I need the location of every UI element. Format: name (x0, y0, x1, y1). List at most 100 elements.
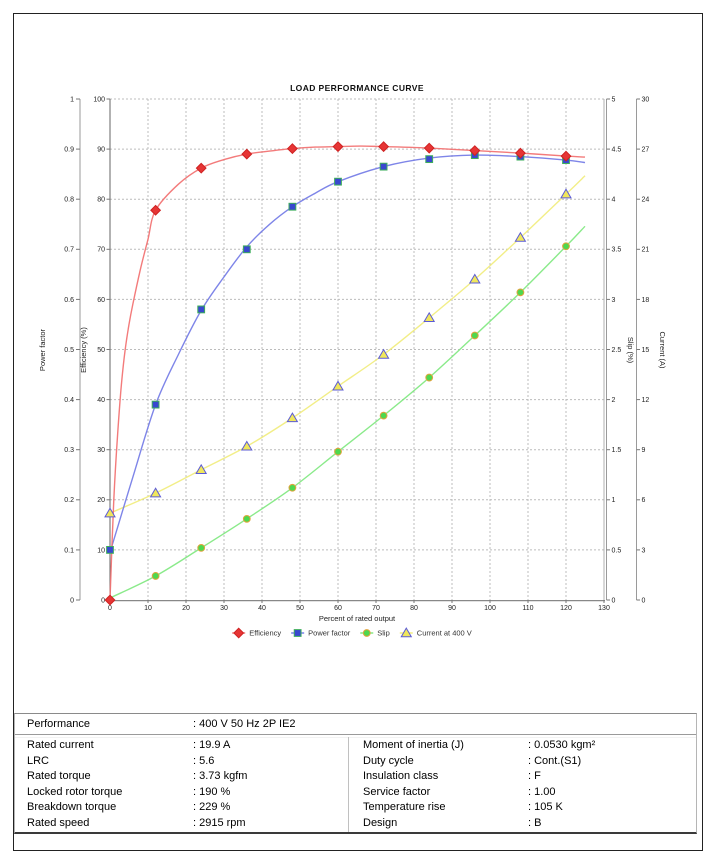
current-at-400v-marker (149, 487, 162, 498)
efficiency-tick-label: 50 (97, 347, 105, 354)
performance-row: Performance : 400 V 50 Hz 2P IE2 (15, 714, 696, 734)
efficiency-marker (378, 141, 390, 153)
spec-value: : 1.00 (528, 785, 556, 798)
current-tick-label: 3 (642, 547, 646, 554)
x-tick-label: 40 (258, 605, 266, 612)
x-tick-label: 90 (448, 605, 456, 612)
slip-marker (242, 514, 251, 523)
power-factor-marker (288, 202, 297, 211)
slip-tick-label: 0.5 (612, 547, 622, 554)
slip-tick-label: 0 (612, 597, 616, 604)
power-factor-tick-label: 1 (70, 96, 74, 103)
spec-value: : 190 % (193, 785, 231, 798)
spec-label: Duty cycle (363, 754, 414, 767)
slip-axis-title: Slip (%) (626, 337, 635, 364)
spec-label: Design (363, 816, 398, 829)
efficiency-line (109, 145, 586, 601)
spec-label: Breakdown torque (27, 801, 117, 813)
slip-marker (470, 331, 479, 340)
efficiency-marker (286, 143, 298, 155)
spec-value: : B (528, 816, 542, 829)
spec-label: Rated torque (27, 770, 91, 782)
chart-legend: Efficiency Power factor Slip Current at 400… (232, 627, 472, 639)
spec-label: Insulation class (363, 770, 439, 782)
current-at-400v-legend-marker-icon (400, 627, 413, 638)
x-tick-label: 80 (410, 605, 418, 612)
power-factor-marker (334, 177, 342, 186)
power-factor-marker (242, 245, 251, 254)
legend-item-slip: Slip (360, 629, 390, 638)
slip-tick-label: 3 (612, 297, 616, 304)
efficiency-marker (195, 162, 207, 174)
spec-value: : 3.73 kgfm (193, 770, 248, 782)
legend-label: Power factor (308, 629, 351, 638)
x-tick-label: 100 (484, 605, 496, 612)
spec-value: : F (528, 770, 541, 782)
power-factor-line (109, 154, 586, 553)
power-factor-legend-marker-icon (293, 629, 302, 637)
slip-tick-label: 2 (612, 397, 616, 404)
current-at-400v-marker (104, 507, 116, 518)
current-at-400v-marker (332, 380, 344, 391)
efficiency-markers (104, 141, 572, 606)
slip-legend-marker-icon (362, 629, 371, 637)
spec-value: : 2915 rpm (193, 816, 246, 829)
x-tick-label: 120 (560, 605, 572, 612)
slip-tick-label: 5 (612, 96, 616, 103)
slip-marker (151, 572, 160, 580)
efficiency-tick-label: 80 (97, 197, 105, 204)
power-factor-tick-label: 0.7 (64, 247, 74, 254)
power-factor-tick-label: 0.4 (64, 397, 74, 404)
performance-label: Performance (27, 718, 90, 730)
x-tick-label: 50 (296, 605, 304, 612)
efficiency-legend-marker-icon (233, 627, 245, 639)
efficiency-tick-label: 40 (97, 397, 105, 404)
table-row: Rated speed: 2915 rpm Design: B (15, 816, 696, 832)
performance-table: Performance : 400 V 50 Hz 2P IE2 Rated c… (14, 713, 697, 834)
power-factor-tick-label: 0.6 (64, 297, 74, 304)
current-tick-label: 21 (642, 247, 650, 254)
power-factor-marker (425, 155, 434, 164)
spec-value: : 105 K (528, 801, 563, 813)
power-factor-tick-label: 0.8 (64, 197, 74, 204)
performance-value: : 400 V 50 Hz 2P IE2 (193, 718, 296, 730)
current-at-400v-marker (560, 188, 572, 199)
power-factor-marker (106, 546, 114, 554)
slip-tick-label: 1.5 (612, 447, 622, 454)
x-tick-label: 60 (334, 605, 342, 612)
load-performance-chart: LOAD PERFORMANCE CURVE 0 10 20 30 40 50 60 70 80… (38, 83, 667, 639)
spec-label: Temperature rise (363, 801, 446, 813)
spec-label: Rated current (27, 739, 94, 751)
efficiency-tick-label: 60 (97, 297, 105, 304)
current-at-400v-marker (423, 311, 436, 322)
current-tick-label: 9 (642, 447, 646, 454)
slip-marker (197, 543, 206, 552)
series-layer (104, 141, 586, 606)
spec-label: Service factor (363, 785, 431, 798)
efficiency-axis-title: Efficiency (%) (79, 327, 88, 373)
current-at-400v-markers (104, 188, 572, 518)
slip-marker (425, 373, 434, 382)
efficiency-tick-label: 30 (97, 447, 105, 454)
power-factor-tick-label: 0 (70, 597, 74, 604)
legend-item-current-at-400v: Current at 400 V (399, 627, 472, 638)
current-at-400v-marker (240, 440, 253, 451)
efficiency-tick-label: 0 (101, 597, 105, 604)
current-tick-label: 24 (642, 197, 650, 204)
table-row: Locked rotor torque: 190 % Service factor… (15, 785, 696, 801)
x-tick-label: 70 (372, 605, 380, 612)
slip-tick-label: 3.5 (612, 247, 622, 254)
table-row: LRC: 5.6 Duty cycle: Cont.(S1) (15, 754, 696, 770)
current-tick-label: 12 (642, 397, 650, 404)
slip-tick-label: 1 (612, 497, 616, 504)
spec-value: : 19.9 A (193, 739, 231, 751)
power-factor-tick-label: 0.1 (64, 547, 74, 554)
slip-marker (288, 483, 297, 492)
efficiency-tick-label: 10 (97, 547, 105, 554)
spec-value: : 229 % (193, 801, 231, 813)
current-tick-label: 15 (642, 347, 650, 354)
slip-tick-label: 4 (612, 197, 616, 204)
power-factor-tick-label: 0.2 (64, 497, 74, 504)
table-row: Rated torque : 3.73 kgfm Insulation class:… (15, 769, 696, 785)
